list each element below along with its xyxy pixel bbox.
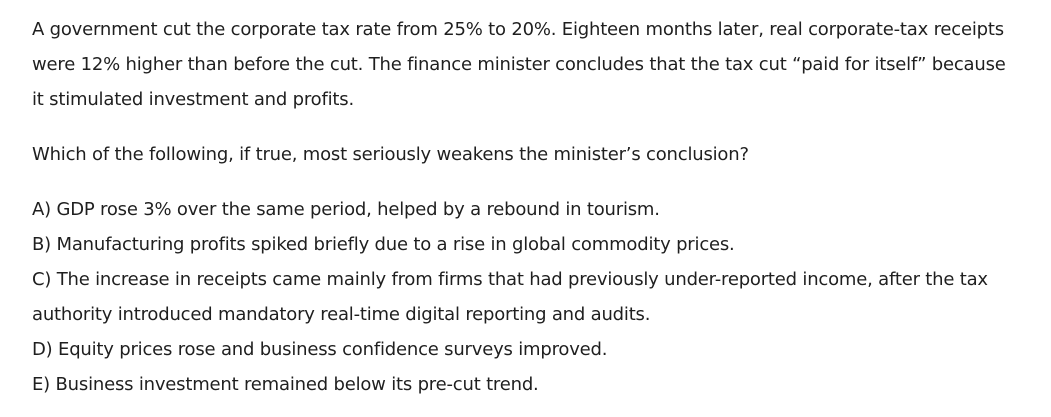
question-content: A government cut the corporate tax rate …: [32, 12, 1022, 402]
option-b: B) Manufacturing profits spiked briefly …: [32, 227, 1022, 262]
option-a-label: A): [32, 199, 51, 220]
option-a: A) GDP rose 3% over the same period, hel…: [32, 192, 1022, 227]
stimulus-paragraph: A government cut the corporate tax rate …: [32, 19, 1006, 110]
option-b-text: Manufacturing profits spiked briefly due…: [56, 234, 735, 255]
option-a-text: GDP rose 3% over the same period, helped…: [56, 199, 660, 220]
option-d-text: Equity prices rose and business confiden…: [58, 339, 608, 360]
option-e-text: Business investment remained below its p…: [55, 374, 539, 395]
option-b-label: B): [32, 234, 51, 255]
answer-options-list: A) GDP rose 3% over the same period, hel…: [32, 192, 1022, 402]
option-c: C) The increase in receipts came mainly …: [32, 262, 1022, 332]
option-c-text: The increase in receipts came mainly fro…: [32, 269, 988, 325]
option-c-label: C): [32, 269, 52, 290]
option-e: E) Business investment remained below it…: [32, 367, 1022, 402]
option-e-label: E): [32, 374, 50, 395]
option-d: D) Equity prices rose and business confi…: [32, 332, 1022, 367]
option-d-label: D): [32, 339, 53, 360]
question-prompt: Which of the following, if true, most se…: [32, 144, 749, 165]
